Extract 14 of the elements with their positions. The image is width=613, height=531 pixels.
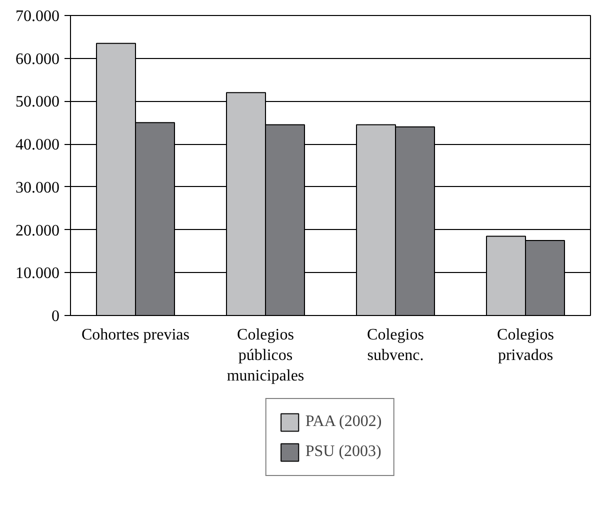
y-tick-label: 20.000 [16,222,60,240]
y-tick-label: 40.000 [16,136,60,154]
x-tick-label: Colegios privados [497,326,554,364]
y-tick-label: 60.000 [16,50,60,68]
y-tick-label: 30.000 [16,179,60,196]
legend-label: PAA (2002) [305,413,382,431]
y-tick-label: 70.000 [16,8,60,25]
x-tick-label: Colegios públicos municipales [226,326,304,384]
y-tick-label: 10.000 [16,265,60,282]
x-tick-label: Colegios subvenc. [367,326,424,364]
legend-label: PSU (2003) [305,443,382,461]
x-tick-label: Cohortes previas [82,326,190,344]
y-tick-label: 0 [52,308,60,325]
y-tick-label: 50.000 [16,94,60,111]
